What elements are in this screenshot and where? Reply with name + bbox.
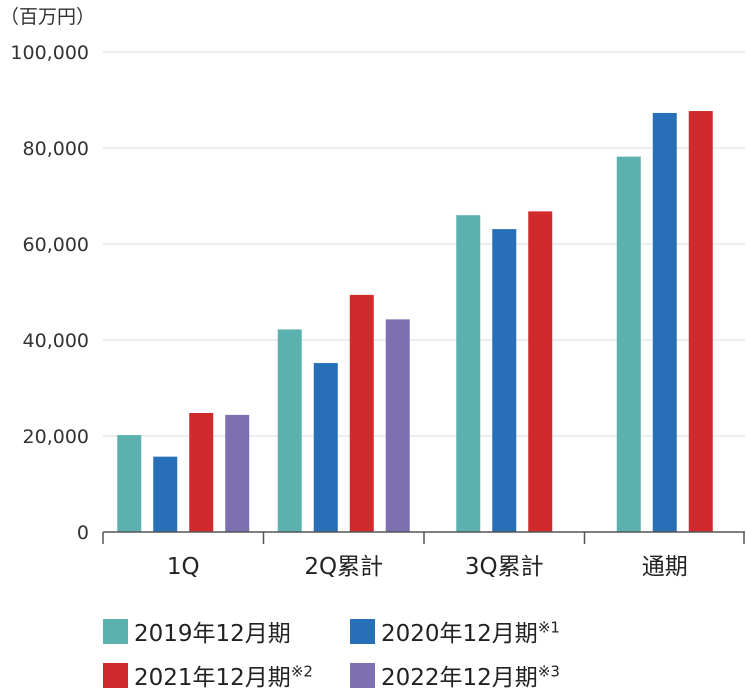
bar (616, 156, 641, 532)
legend-series-name: 2021年12月期 (134, 665, 291, 691)
bar (277, 329, 302, 532)
x-tick-label: 3Q累計 (465, 554, 544, 580)
legend-footnote-mark: ※1 (537, 618, 560, 637)
bar (225, 414, 250, 532)
bar (153, 456, 178, 532)
legend-item: 2020年12月期※1 (350, 612, 560, 650)
y-tick-label: 60,000 (23, 234, 89, 256)
legend-series-name: 2022年12月期 (381, 665, 538, 691)
legend-footnote-mark: ※2 (290, 662, 313, 681)
y-tick-label: 80,000 (23, 138, 89, 160)
bar (349, 294, 374, 532)
bar (688, 111, 713, 532)
bar (652, 112, 677, 533)
legend-series-name: 2020年12月期 (381, 621, 538, 647)
y-tick-label: 0 (77, 522, 89, 544)
legend-swatch (103, 662, 128, 688)
y-tick-label: 40,000 (23, 330, 89, 352)
y-tick-label: 100,000 (10, 42, 89, 64)
bar (189, 412, 214, 532)
bar (528, 211, 553, 533)
y-axis-unit-label: （百万円） (0, 6, 96, 28)
legend-swatch (350, 662, 375, 688)
legend-item: 2022年12月期※3 (350, 656, 560, 694)
legend-label: 2022年12月期※3 (381, 658, 560, 692)
y-tick-label: 20,000 (23, 426, 89, 448)
legend-item: 2019年12月期 (103, 612, 291, 650)
legend-swatch (103, 618, 128, 644)
legend-label: 2019年12月期 (134, 614, 291, 648)
bar (492, 229, 517, 532)
legend-swatch (350, 618, 375, 644)
x-tick-label: 1Q (167, 554, 200, 580)
bar (313, 363, 338, 532)
legend-series-name: 2019年12月期 (134, 621, 291, 647)
legend-item: 2021年12月期※2 (103, 656, 313, 694)
legend-footnote-mark: ※3 (537, 662, 560, 681)
bar (117, 435, 142, 532)
bar-chart: 0 20,000 40,000 60,000 80,000 100,000 1Q 2Q累計 3Q… (10, 42, 745, 580)
x-tick-label: 通期 (642, 554, 688, 580)
x-tick-label: 2Q累計 (304, 554, 383, 580)
legend-label: 2020年12月期※1 (381, 614, 560, 648)
legend-label: 2021年12月期※2 (134, 658, 313, 692)
bar (456, 215, 481, 532)
bar (385, 319, 410, 532)
